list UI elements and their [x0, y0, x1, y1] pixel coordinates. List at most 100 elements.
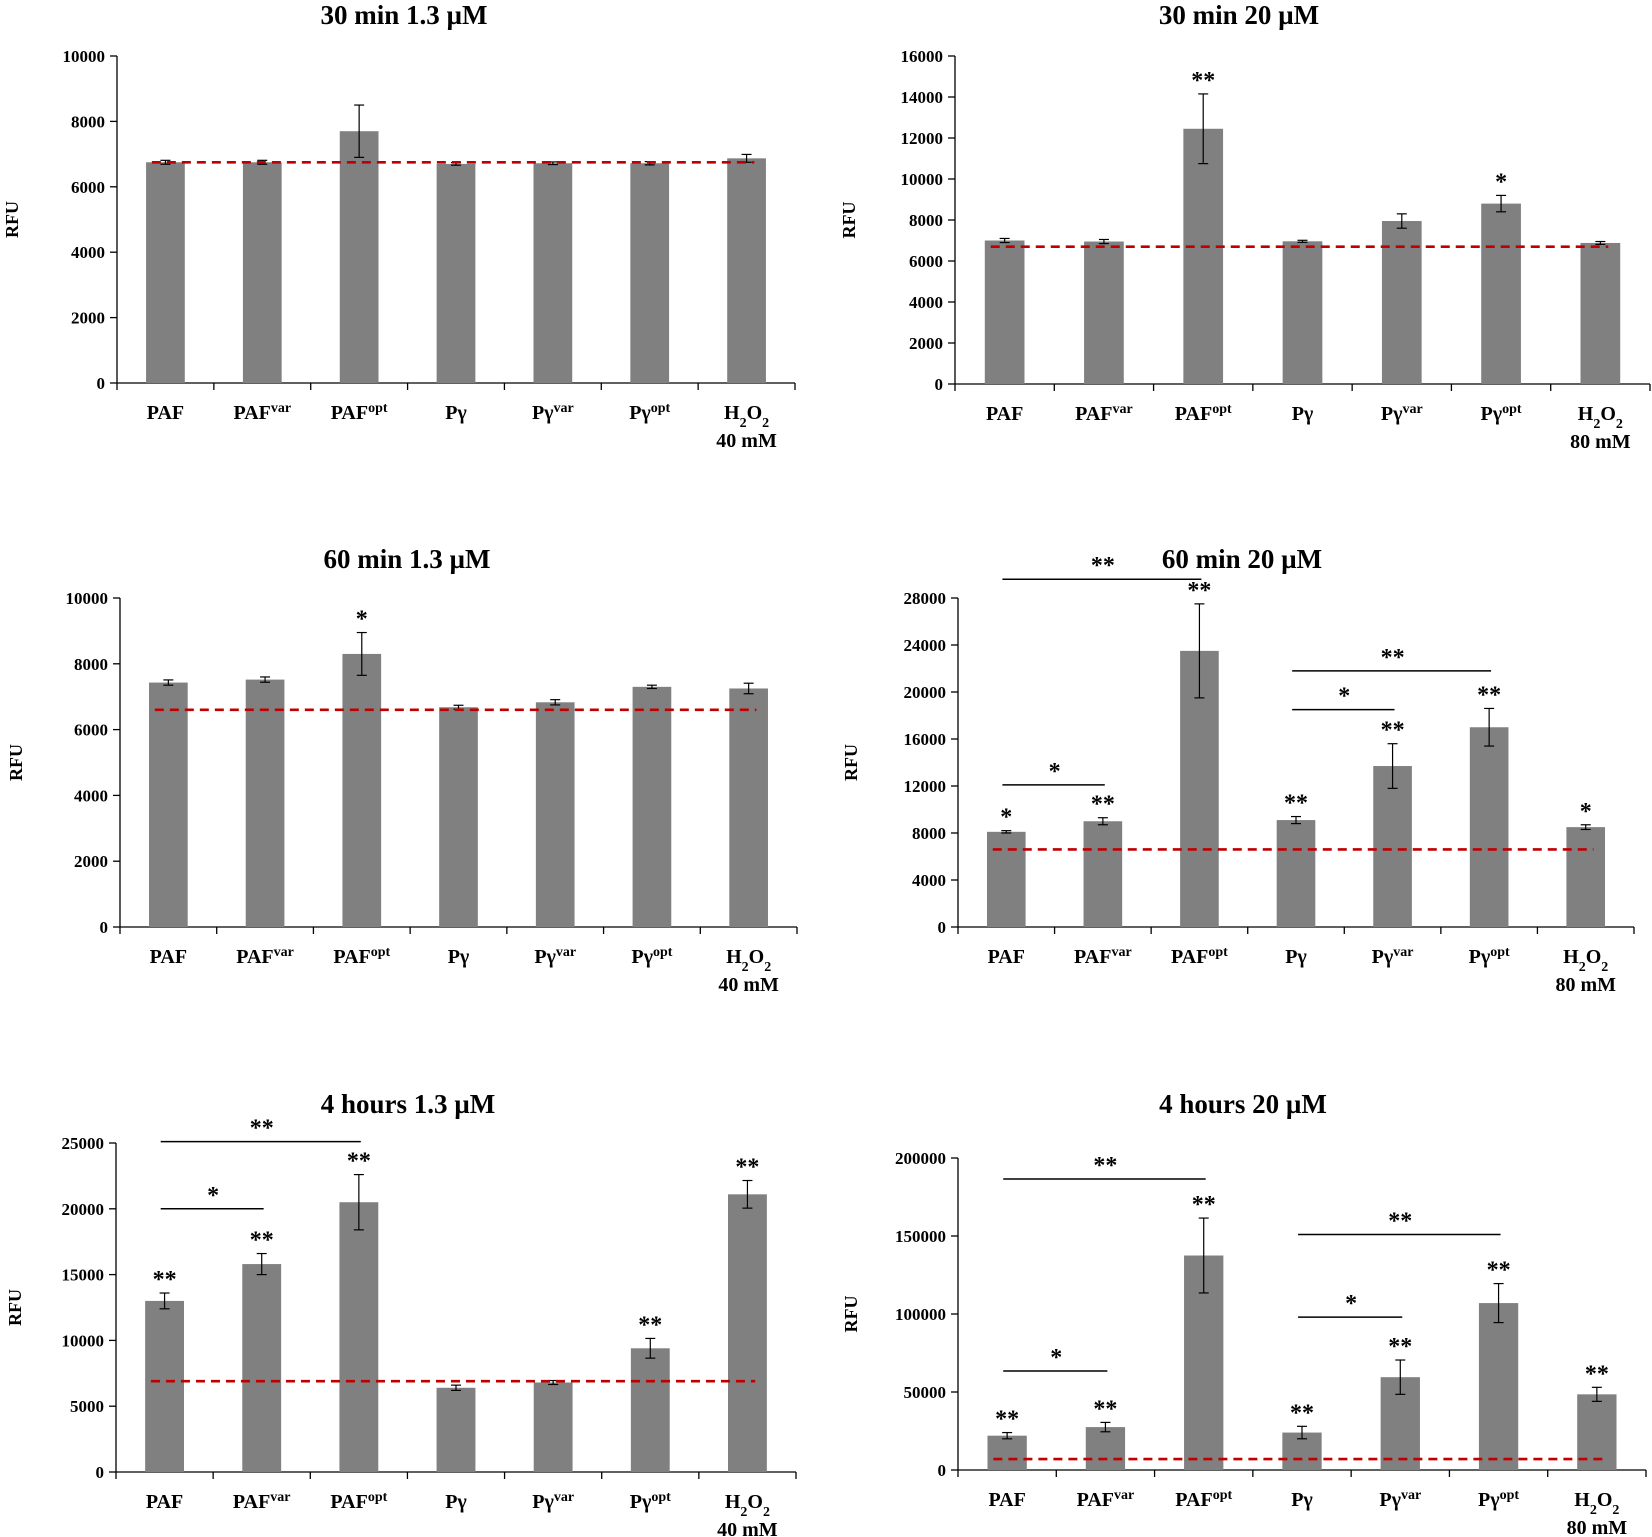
- y-tick-label: 0: [100, 918, 109, 937]
- panel-60min-1p3uM: 60 min 1.3 µM RFU 0 2000 4000 6000 8000 10000 * P…: [6, 544, 798, 996]
- bar: [1566, 827, 1606, 927]
- bar: [630, 1348, 670, 1472]
- category-label: H2O2: [1578, 403, 1623, 432]
- category-label: PAF: [146, 1491, 183, 1513]
- y-tick-label: 10000: [63, 47, 106, 66]
- y-tick-label: 16000: [904, 730, 947, 749]
- category-label: Pγopt: [1481, 402, 1522, 426]
- y-tick-label: 12000: [904, 777, 947, 796]
- category-label: H2O2: [1574, 1489, 1619, 1518]
- significance-mark: *: [356, 607, 368, 633]
- panel-4hours-1p3uM: 4 hours 1.3 µM RFU 0 5000 10000 15000 20000 250…: [5, 1089, 797, 1537]
- y-tick-label: 20000: [62, 1200, 105, 1219]
- bracket-significance: **: [1388, 1208, 1412, 1234]
- bar: [632, 686, 672, 927]
- bar: [1469, 727, 1509, 927]
- significance-mark: **: [995, 1407, 1019, 1433]
- category-label: Pγopt: [631, 945, 672, 969]
- y-axis-label: RFU: [2, 201, 22, 238]
- y-axis-label: RFU: [5, 1289, 25, 1326]
- chart-title: 4 hours 20 µM: [1159, 1089, 1327, 1119]
- y-tick-label: 8000: [912, 824, 946, 843]
- category-label: H2O2: [1563, 946, 1608, 975]
- category-label-line2: 40 mM: [718, 974, 779, 996]
- category-label: Pγvar: [1372, 945, 1414, 969]
- significance-mark: **: [1093, 1396, 1117, 1422]
- bar: [339, 1202, 379, 1472]
- panel-60min-20uM: 60 min 20 µM RFU 0 4000 8000 12000 16000 20000 2…: [841, 544, 1635, 996]
- significance-mark: **: [1381, 718, 1405, 744]
- bar: [1084, 241, 1124, 384]
- category-label: Pγ: [1291, 1489, 1313, 1511]
- y-tick-label: 0: [96, 1463, 105, 1482]
- bar: [439, 707, 478, 927]
- significance-mark: **: [1477, 682, 1501, 708]
- category-label: Pγopt: [1469, 945, 1510, 969]
- category-label: Pγvar: [1381, 402, 1423, 426]
- bracket-significance: *: [1338, 684, 1350, 710]
- chart-title: 60 min 20 µM: [1162, 544, 1322, 574]
- y-tick-label: 10000: [901, 170, 944, 189]
- category-label: PAFvar: [236, 945, 294, 969]
- significance-mark: *: [1495, 169, 1507, 195]
- y-tick-label: 12000: [901, 129, 944, 148]
- bar: [1083, 821, 1123, 927]
- category-label: PAFvar: [233, 401, 291, 425]
- bar: [728, 1194, 767, 1472]
- category-label: Pγvar: [532, 401, 574, 425]
- y-tick-label: 10000: [66, 589, 109, 608]
- bracket-significance: **: [250, 1116, 274, 1142]
- bracket-significance: *: [207, 1183, 219, 1209]
- bar: [1577, 1394, 1617, 1470]
- category-label-line2: 80 mM: [1570, 431, 1631, 453]
- significance-mark: **: [1192, 1192, 1216, 1218]
- bracket-significance: *: [1049, 759, 1061, 785]
- bar: [1183, 128, 1224, 384]
- y-tick-label: 4000: [909, 293, 943, 312]
- y-axis-label: RFU: [841, 1296, 861, 1333]
- bar: [986, 831, 1026, 927]
- y-tick-label: 5000: [70, 1397, 104, 1416]
- category-label: Pγvar: [1379, 1488, 1421, 1512]
- y-axis-label: RFU: [839, 202, 859, 239]
- category-label: Pγ: [445, 1491, 467, 1513]
- category-label: Pγopt: [629, 401, 670, 425]
- bracket-significance: **: [1381, 645, 1405, 671]
- y-tick-label: 200000: [895, 1149, 946, 1168]
- category-label: Pγvar: [532, 1490, 574, 1514]
- significance-mark: **: [1187, 578, 1211, 604]
- category-label: Pγvar: [534, 945, 576, 969]
- panel-30min-1p3uM: 30 min 1.3 µM RFU 0 2000 4000 6000 8000 10000 PA…: [2, 0, 796, 452]
- category-label: PAFopt: [331, 401, 388, 425]
- y-tick-label: 28000: [904, 589, 947, 608]
- category-label: PAFvar: [233, 1490, 291, 1514]
- significance-mark: *: [1580, 799, 1592, 825]
- y-tick-label: 0: [938, 1461, 947, 1480]
- bar: [436, 163, 476, 383]
- y-tick-label: 100000: [895, 1305, 946, 1324]
- bracket-significance: **: [1091, 553, 1115, 579]
- y-tick-label: 0: [935, 375, 944, 394]
- bracket-significance: **: [1093, 1153, 1117, 1179]
- y-tick-label: 15000: [62, 1266, 105, 1285]
- significance-mark: **: [1191, 68, 1215, 94]
- category-label-line2: 40 mM: [717, 1519, 778, 1537]
- category-label: Pγ: [448, 946, 470, 968]
- category-label: PAF: [986, 403, 1023, 425]
- bar: [1381, 221, 1422, 384]
- y-tick-label: 8000: [71, 112, 105, 131]
- y-tick-label: 24000: [904, 636, 947, 655]
- bar: [342, 653, 382, 927]
- significance-mark: **: [638, 1312, 662, 1338]
- bar: [1580, 242, 1621, 384]
- y-tick-label: 4000: [912, 871, 946, 890]
- category-label: H2O2: [726, 946, 771, 975]
- y-tick-label: 25000: [62, 1134, 105, 1153]
- category-label: PAFvar: [1077, 1488, 1135, 1512]
- bar: [984, 240, 1025, 384]
- bar: [727, 158, 766, 383]
- chart-title: 4 hours 1.3 µM: [321, 1089, 496, 1119]
- bar: [339, 131, 379, 383]
- category-label: PAF: [147, 402, 184, 424]
- significance-mark: **: [250, 1228, 274, 1254]
